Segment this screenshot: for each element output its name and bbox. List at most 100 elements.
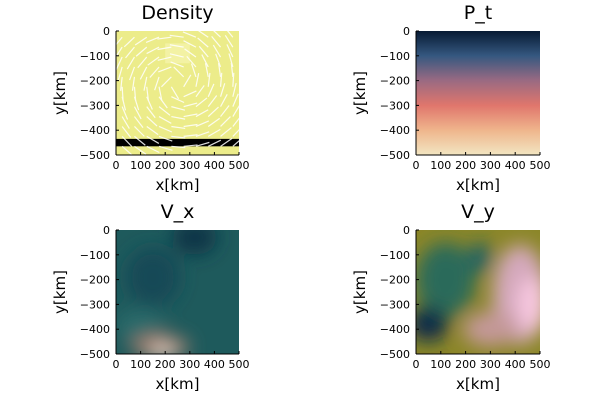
flow-arrow (134, 126, 145, 137)
y-tick-label: −500 (380, 149, 410, 162)
flow-arrow (120, 76, 123, 91)
x-tick-label: 400 (505, 159, 526, 172)
flow-arrow (183, 123, 198, 128)
flow-arrow (116, 36, 123, 46)
flow-arrow (171, 96, 185, 104)
flow-arrow (146, 86, 150, 101)
flow-arrow (134, 145, 147, 155)
x-tick-label: 0 (113, 358, 120, 371)
y-tick-label: −400 (80, 323, 110, 336)
x-tick-label: 400 (204, 358, 225, 371)
y-tick-label: −100 (80, 50, 110, 63)
flow-arrow (134, 135, 146, 146)
flow-arrow (232, 72, 235, 87)
flow-arrow (154, 76, 160, 91)
heatmap-blob (416, 242, 476, 317)
flow-arrow (146, 125, 159, 136)
flow-arrow (183, 74, 192, 88)
flow-arrow (146, 106, 156, 119)
y-tick-label: −100 (380, 249, 410, 262)
flow-arrow (228, 53, 234, 68)
flow-arrow (207, 117, 220, 127)
x-tick-label: 200 (155, 358, 176, 371)
flow-arrow (171, 125, 186, 130)
flow-arrow (171, 135, 186, 139)
x-tick-label: 500 (530, 358, 551, 371)
y-tick-label: 0 (403, 224, 410, 237)
flow-arrow (133, 116, 144, 129)
heatmap-blob (125, 247, 180, 307)
flow-arrow (207, 139, 222, 147)
y-tick-label: −500 (80, 348, 110, 361)
flow-arrow (157, 56, 172, 61)
flow-arrow (158, 66, 172, 73)
flow-arrow (126, 56, 135, 70)
flow-arrow (211, 35, 222, 48)
x-axis-label: x[km] (156, 375, 200, 393)
y-tick-label: −100 (380, 50, 410, 63)
flow-arrow (207, 83, 215, 97)
flow-arrow (232, 93, 239, 107)
heatmap-gradient (416, 31, 540, 155)
y-tick-label: −200 (80, 274, 110, 287)
x-axis-label: x[km] (456, 375, 500, 393)
flow-arrow (183, 134, 198, 137)
flow-arrow (195, 120, 210, 128)
y-tick-label: −500 (380, 348, 410, 361)
panel-3: 0 100 200 300 400 500 0 −100 −200 −300 −400 −500 V_y… (351, 201, 551, 393)
heatmap-blob (463, 311, 518, 347)
flow-arrow (161, 76, 172, 88)
flow-arrow (215, 53, 222, 68)
flow-arrow (186, 55, 197, 68)
density-block (165, 43, 190, 64)
flow-arrow (116, 56, 123, 70)
flow-arrow (195, 131, 210, 137)
heatmap-area (116, 230, 239, 354)
flow-arrow (143, 76, 148, 91)
flow-arrow (219, 72, 223, 87)
panel-1: 0 100 200 300 400 500 0 −100 −200 −300 −400 −500 P_t… (351, 2, 551, 194)
flow-arrow (121, 145, 133, 155)
flow-arrow (146, 46, 160, 55)
flow-arrow (217, 62, 222, 77)
x-tick-label: 100 (130, 159, 151, 172)
x-tick-label: 500 (229, 159, 250, 172)
flow-arrow (158, 96, 168, 109)
flow-arrow (195, 97, 208, 108)
flow-arrow (157, 36, 172, 40)
x-tick-label: 0 (413, 358, 420, 371)
panel-title: P_t (464, 2, 492, 24)
flow-arrow (169, 44, 184, 48)
panel-2: 0 100 200 300 400 5000−100−200−300−400−500V_x… (51, 201, 250, 393)
flow-arrow (195, 109, 209, 118)
flow-arrow (135, 46, 148, 57)
y-tick-label: −400 (380, 323, 410, 336)
y-tick-label: −100 (80, 249, 110, 262)
flow-arrow (170, 86, 180, 100)
flow-arrow (232, 140, 239, 147)
flow-arrow (158, 145, 173, 151)
flow-arrow (121, 96, 127, 111)
heatmap-blob (469, 242, 492, 273)
heatmap-blob (151, 346, 174, 354)
flow-arrow (149, 66, 160, 78)
flow-arrow (226, 31, 234, 38)
y-tick-label: 0 (103, 224, 110, 237)
heatmap-area (416, 31, 540, 155)
flow-arrow (220, 137, 233, 147)
flow-arrow (123, 36, 135, 48)
flow-arrow (195, 72, 200, 87)
heatmap-area (416, 230, 540, 354)
x-tick-label: 400 (204, 159, 225, 172)
flow-arrow (224, 35, 234, 48)
y-tick-label: −400 (80, 124, 110, 137)
flow-arrow (139, 66, 148, 80)
flow-arrow (197, 37, 209, 48)
flow-arrow (207, 95, 218, 108)
flow-arrow (169, 34, 184, 38)
flow-arrow (184, 48, 197, 58)
flow-arrow (183, 113, 198, 118)
flow-arrow (204, 63, 209, 77)
flow-arrow (125, 46, 135, 59)
